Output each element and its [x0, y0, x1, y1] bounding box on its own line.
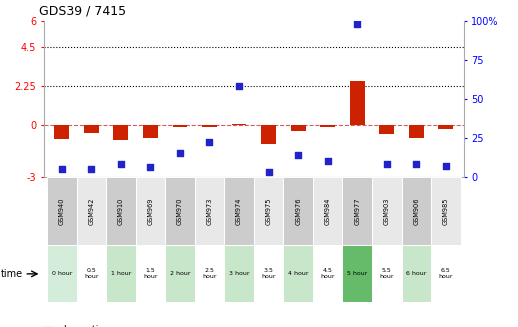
Point — [324, 158, 332, 164]
Bar — [313, 245, 342, 302]
Bar — [401, 245, 431, 302]
Text: log ratio: log ratio — [64, 325, 104, 327]
Bar — [77, 177, 106, 245]
Bar — [254, 245, 283, 302]
Text: 6 hour: 6 hour — [406, 271, 426, 276]
Bar — [291, 125, 306, 131]
Bar — [401, 177, 431, 245]
Point — [265, 169, 273, 175]
Text: 4 hour: 4 hour — [288, 271, 308, 276]
Text: GSM970: GSM970 — [177, 197, 183, 225]
Bar — [136, 245, 165, 302]
Text: GSM977: GSM977 — [354, 197, 360, 225]
Bar — [202, 125, 217, 127]
Text: GSM910: GSM910 — [118, 197, 124, 225]
Point — [87, 166, 95, 171]
Point — [442, 163, 450, 168]
Point — [205, 140, 213, 145]
Text: time: time — [1, 269, 23, 279]
Text: 0 hour: 0 hour — [52, 271, 72, 276]
Text: GSM969: GSM969 — [148, 197, 153, 225]
Text: GSM906: GSM906 — [413, 197, 420, 225]
Bar — [54, 125, 69, 140]
Text: GSM942: GSM942 — [88, 197, 94, 225]
Text: GSM984: GSM984 — [325, 197, 330, 225]
Point — [353, 22, 362, 27]
Point — [412, 162, 421, 167]
Bar — [47, 245, 77, 302]
Text: 0.5
hour: 0.5 hour — [84, 268, 98, 279]
Text: GSM940: GSM940 — [59, 197, 65, 225]
Point — [176, 151, 184, 156]
Bar — [283, 245, 313, 302]
Text: 2 hour: 2 hour — [170, 271, 190, 276]
Bar — [372, 177, 401, 245]
Bar — [409, 125, 424, 138]
Point — [294, 152, 303, 157]
Text: GSM985: GSM985 — [443, 197, 449, 225]
Text: 5 hour: 5 hour — [347, 271, 367, 276]
Bar — [143, 125, 158, 138]
Text: 1.5
hour: 1.5 hour — [143, 268, 157, 279]
Bar — [342, 245, 372, 302]
Bar — [47, 177, 77, 245]
Bar — [261, 125, 276, 144]
Bar — [195, 245, 224, 302]
Bar — [113, 125, 128, 140]
Bar — [84, 125, 99, 132]
Bar — [172, 125, 188, 128]
Point — [57, 166, 66, 171]
Bar — [77, 245, 106, 302]
Bar — [165, 177, 195, 245]
Bar — [106, 177, 136, 245]
Text: 5.5
hour: 5.5 hour — [380, 268, 394, 279]
Bar — [350, 81, 365, 125]
Bar — [379, 125, 394, 134]
Text: 6.5
hour: 6.5 hour — [439, 268, 453, 279]
Bar — [372, 245, 401, 302]
Point — [383, 162, 391, 167]
Text: GSM973: GSM973 — [207, 197, 212, 225]
Bar — [254, 177, 283, 245]
Bar — [431, 245, 461, 302]
Text: 3.5
hour: 3.5 hour — [262, 268, 276, 279]
Bar — [232, 124, 247, 125]
Bar — [195, 177, 224, 245]
Text: 2.5
hour: 2.5 hour — [202, 268, 217, 279]
Text: GSM976: GSM976 — [295, 197, 301, 225]
Text: 1 hour: 1 hour — [111, 271, 131, 276]
Point — [117, 162, 125, 167]
Bar — [136, 177, 165, 245]
Text: 4.5
hour: 4.5 hour — [321, 268, 335, 279]
Bar — [342, 177, 372, 245]
Bar — [224, 245, 254, 302]
Bar — [106, 245, 136, 302]
Bar — [283, 177, 313, 245]
Text: 3 hour: 3 hour — [229, 271, 249, 276]
Text: GSM903: GSM903 — [384, 197, 390, 225]
Bar — [165, 245, 195, 302]
Text: GSM975: GSM975 — [266, 197, 271, 225]
Bar — [224, 177, 254, 245]
Point — [146, 164, 154, 170]
Bar — [313, 177, 342, 245]
Bar — [439, 125, 453, 129]
Text: GDS39 / 7415: GDS39 / 7415 — [39, 5, 126, 18]
Bar — [320, 125, 335, 128]
Text: GSM974: GSM974 — [236, 197, 242, 225]
Bar — [431, 177, 461, 245]
Text: ■: ■ — [44, 325, 54, 327]
Point — [235, 84, 243, 89]
